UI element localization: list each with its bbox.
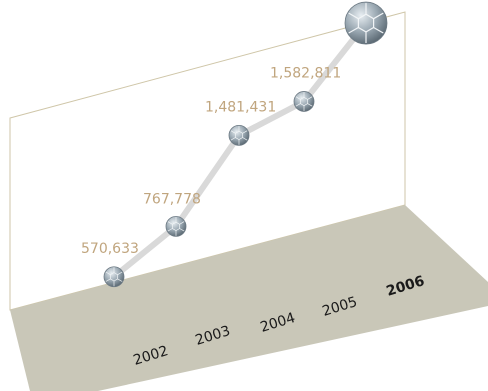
- value-label-2002: 570,633: [81, 241, 139, 257]
- soccer-ball-marker-2002: [103, 266, 125, 288]
- chart-floor: [10, 205, 488, 391]
- value-label-2004: 1,481,431: [205, 99, 276, 115]
- value-label-2003: 767,778: [143, 191, 201, 207]
- soccer-ball-marker-2003: [165, 215, 187, 237]
- soccer-ball-marker-2005: [293, 91, 315, 112]
- soccer-ball-marker-2006: [344, 1, 388, 45]
- value-label-2005: 1,582,811: [270, 65, 341, 81]
- soccer-ball-marker-2004: [228, 125, 250, 146]
